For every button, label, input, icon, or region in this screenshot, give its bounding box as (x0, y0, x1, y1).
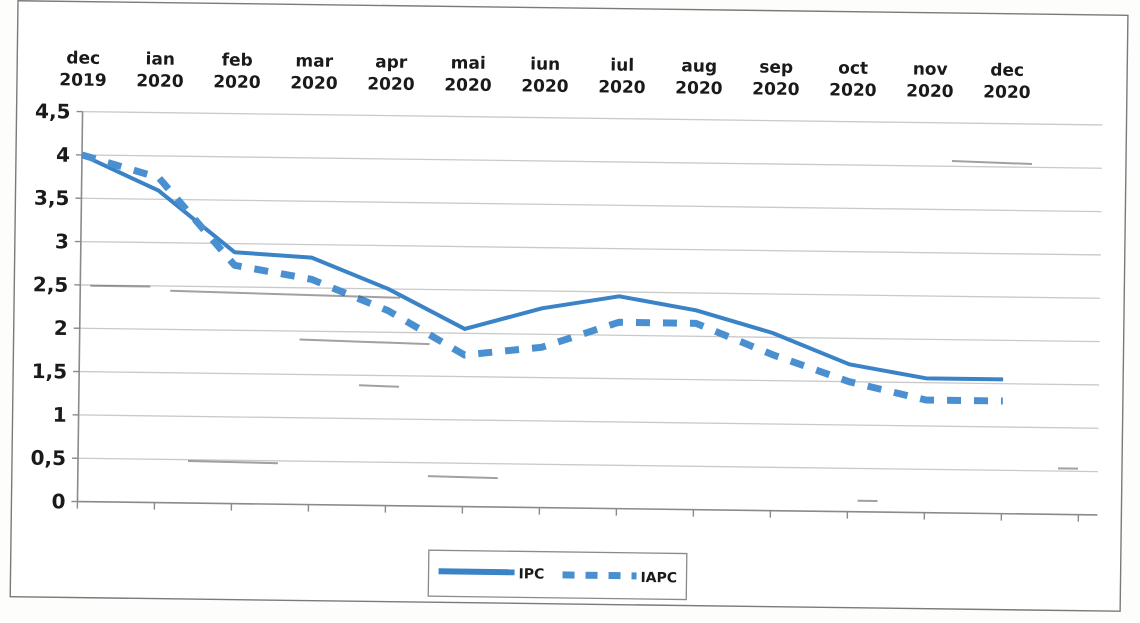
y-tick-label: 1 (53, 403, 67, 427)
gridline (80, 240, 1101, 256)
series-line-iapc (81, 151, 1003, 405)
y-tick-label: 1,5 (32, 359, 68, 383)
x-tick-label: aug2020 (675, 56, 723, 99)
y-tick-label: 2,5 (33, 272, 69, 296)
legend-swatch-ipc (438, 568, 515, 576)
x-axis (77, 500, 1098, 516)
legend: IPC IAPC (427, 549, 688, 601)
series-lines (81, 151, 1004, 405)
gridline (78, 457, 1098, 473)
y-tick-label: 2 (54, 316, 68, 340)
legend-box (427, 549, 688, 601)
x-tick-label: iul2020 (598, 55, 646, 98)
x-tick-label: sep2020 (752, 57, 800, 100)
x-tick-label: feb2020 (213, 50, 261, 93)
x-tick-label: dec2019 (59, 48, 107, 91)
y-tick-labels: 0 0,5 1 1,5 2 2,5 3 3,5 4 4,5 (30, 99, 71, 513)
y-axis (76, 111, 84, 502)
gridline (81, 154, 1102, 169)
x-tick-label: oct2020 (829, 58, 877, 101)
gridlines (78, 110, 1103, 473)
gridline (80, 284, 1101, 299)
y-tick-label: 0,5 (30, 446, 66, 470)
gridline (78, 414, 1099, 429)
x-tick-label: dec2020 (983, 60, 1031, 103)
x-tick-label: mar2020 (290, 51, 338, 94)
x-tick-label: apr2020 (367, 52, 415, 95)
gridline (81, 197, 1102, 213)
y-tick-label: 3 (55, 229, 69, 253)
y-tick-label: 0 (51, 489, 65, 513)
y-tick-label: 3,5 (34, 186, 70, 210)
scan-smudges (90, 159, 1078, 503)
x-tick-label: ian2020 (136, 49, 184, 92)
legend-label-ipc: IPC (518, 566, 544, 582)
y-tick-label: 4 (56, 143, 70, 167)
y-tick-label: 4,5 (35, 99, 71, 123)
x-tick-label: iun2020 (521, 54, 569, 97)
series-line-ipc (81, 153, 1004, 382)
x-tick-labels: dec2019 ian2020 feb2020 mar2020 apr2020 mai20… (59, 48, 1031, 103)
gridline (82, 110, 1103, 126)
axes (71, 110, 1098, 522)
x-tick-label: mai2020 (444, 53, 492, 96)
legend-label-iapc: IAPC (640, 570, 677, 586)
x-tick-label: nov2020 (906, 59, 954, 102)
gridline (79, 370, 1100, 386)
